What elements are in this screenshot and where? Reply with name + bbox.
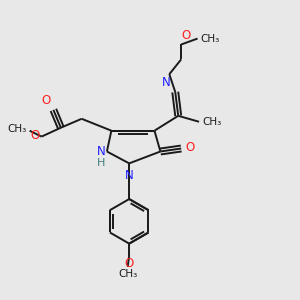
Text: CH₃: CH₃ [8,124,27,134]
Text: O: O [182,28,191,41]
Text: O: O [186,140,195,154]
Text: N: N [97,145,105,158]
Text: CH₃: CH₃ [200,34,219,44]
Text: CH₃: CH₃ [202,117,221,127]
Text: H: H [97,158,105,168]
Text: N: N [125,169,134,182]
Text: CH₃: CH₃ [118,269,137,279]
Text: O: O [31,129,40,142]
Text: O: O [42,94,51,107]
Text: O: O [124,257,134,270]
Text: N: N [162,76,171,89]
